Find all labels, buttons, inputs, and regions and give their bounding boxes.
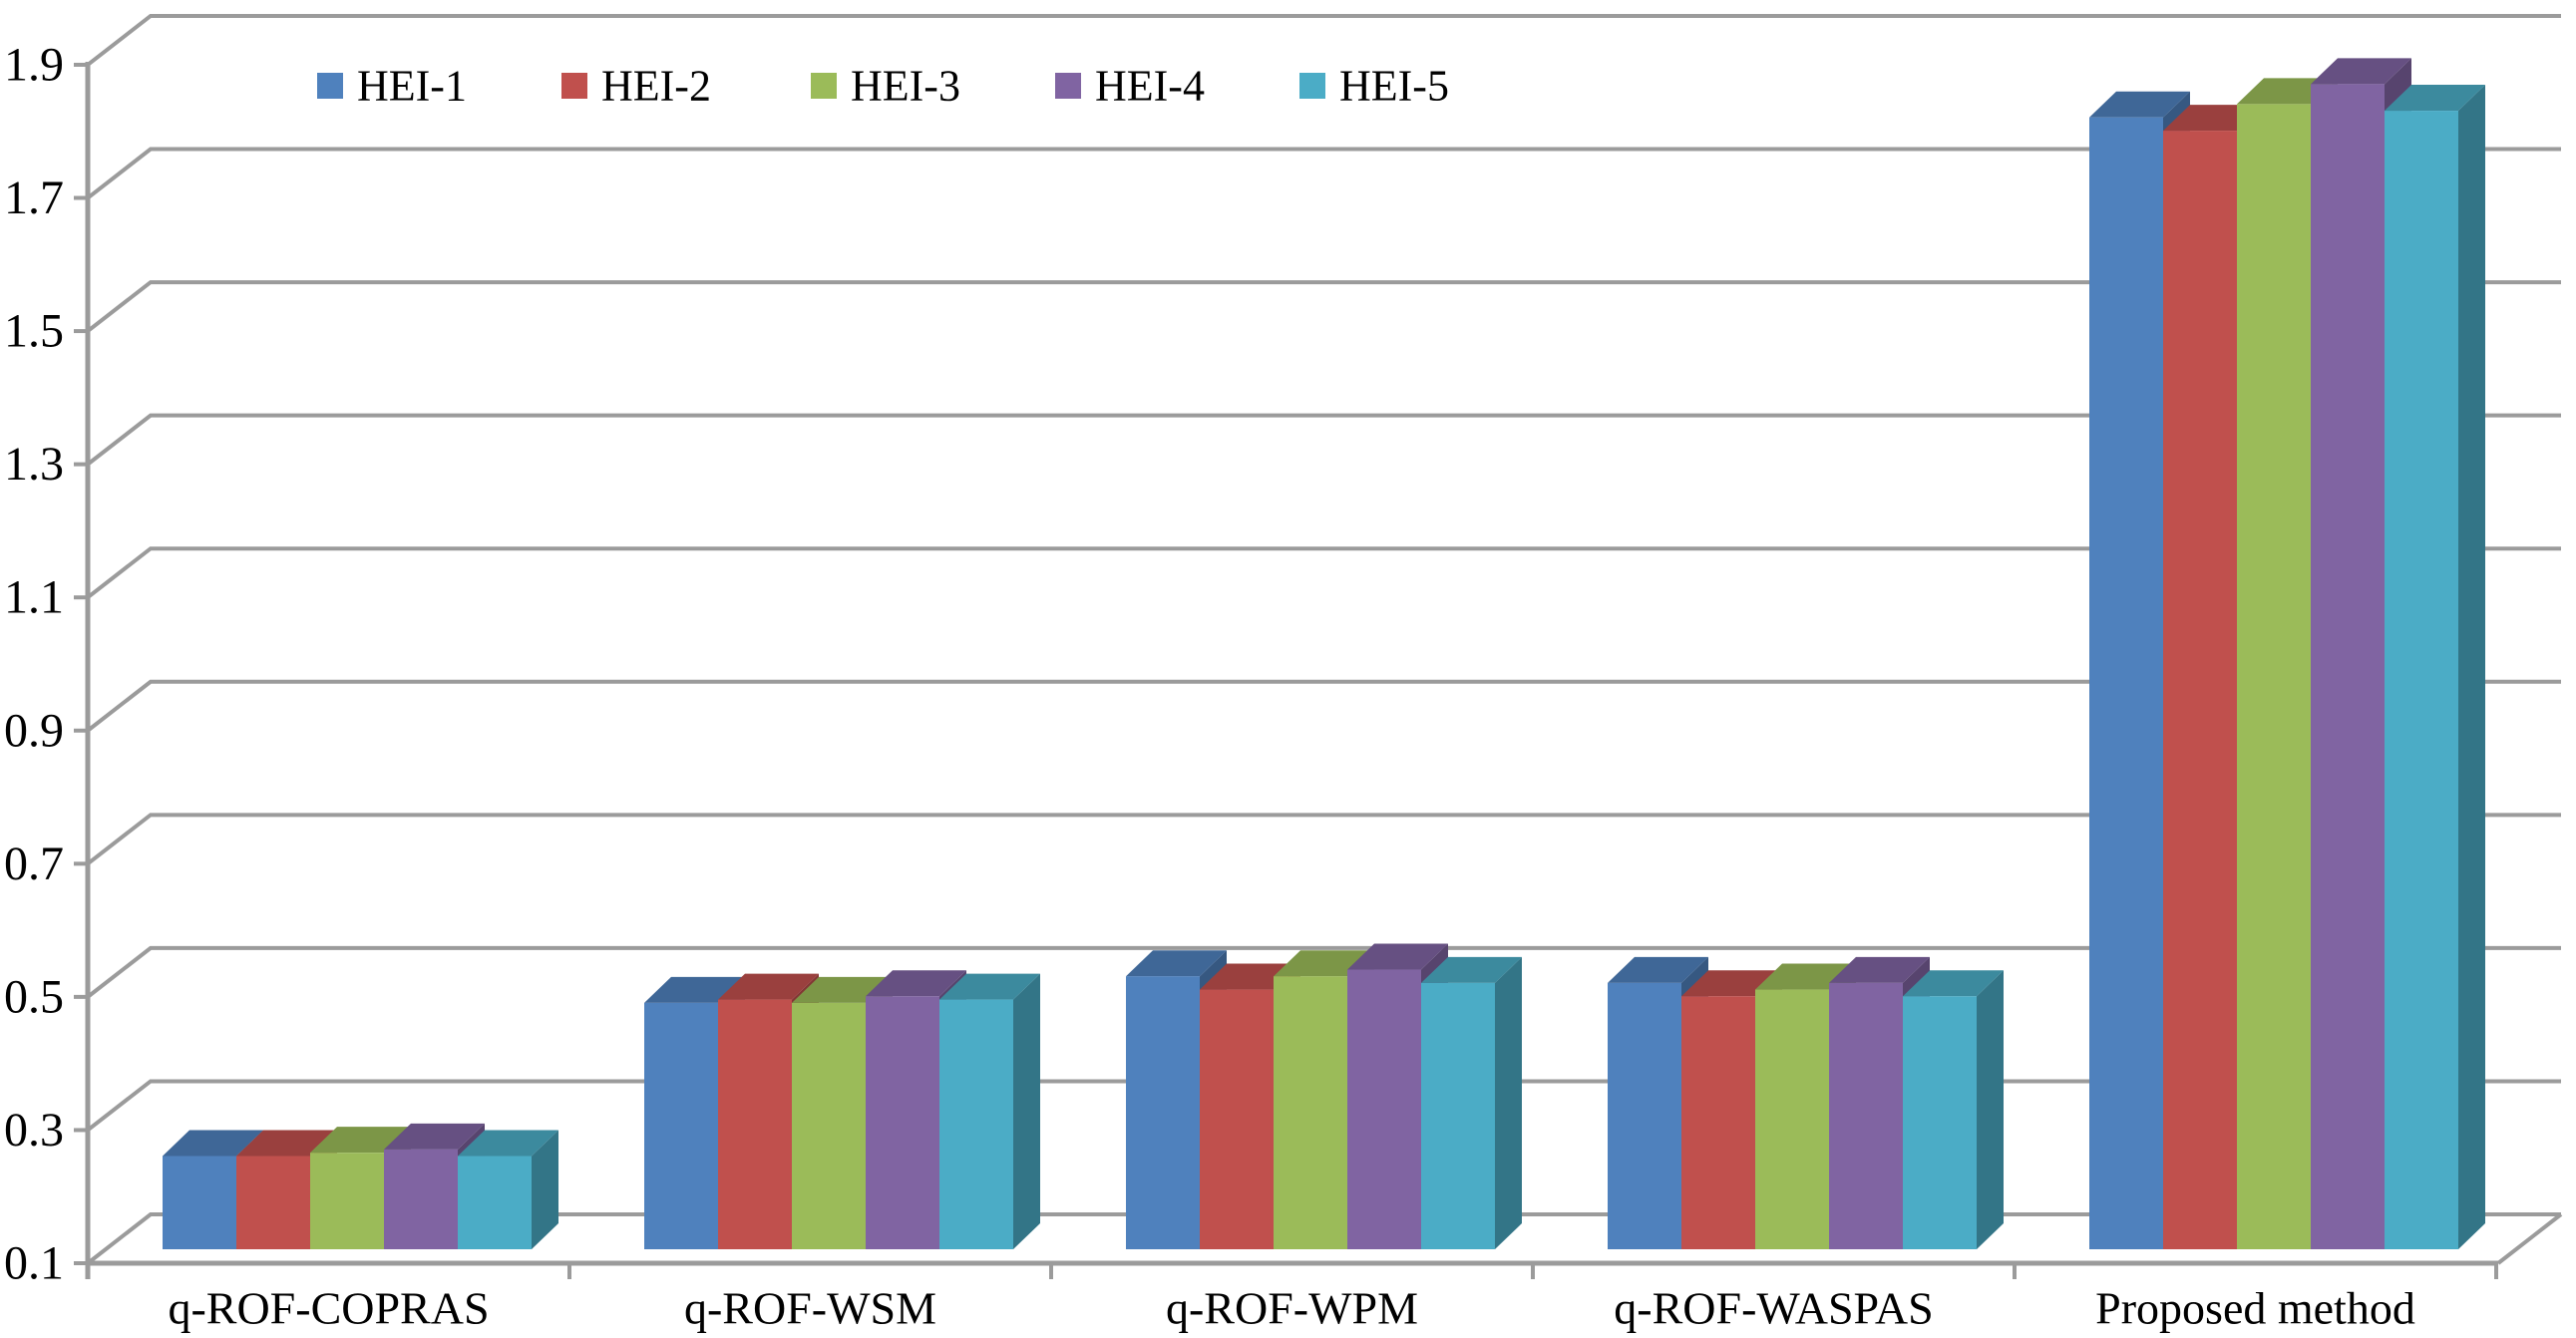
bar-HEI-5-q-ROF-WSM [939,999,1013,1249]
bar-HEI-2-q-ROF-WSM [718,999,792,1249]
bar-HEI-4-q-ROF-WPM [1347,969,1421,1249]
x-category-label: q-ROF-WPM [1166,1283,1418,1334]
y-tick-label: 0.7 [4,837,64,890]
bar-HEI-5-q-ROF-COPRAS-top [458,1130,558,1157]
floor-right-edge [2496,1212,2563,1265]
bar-HEI-4-q-ROF-WSM-top [866,970,966,997]
bar-HEI-5-q-ROF-WSM-side [1013,973,1040,1249]
y-tick-label: 0.1 [4,1237,64,1290]
bar-HEI-5-q-ROF-WPM-top [1421,956,1522,983]
legend-label: HEI-2 [601,62,711,111]
y-tick-label: 0.5 [4,970,64,1023]
gridline [86,813,2561,865]
gridline [86,945,2561,999]
bar-HEI-1-q-ROF-WASPAS [1608,982,1681,1249]
bar-HEI-3-q-ROF-COPRAS-top [310,1127,411,1154]
bar-HEI-4-Proposed method-top [2311,58,2411,85]
legend-swatch-HEI-5 [1299,73,1325,99]
bar-HEI-1-q-ROF-WSM [644,1002,718,1249]
bar-HEI-5-q-ROF-WPM-side [1495,956,1522,1249]
gridline [86,679,2561,733]
y-tick-label: 1.7 [4,171,64,224]
bar-HEI-1-q-ROF-WPM [1126,976,1200,1249]
bar-HEI-3-q-ROF-WSM [792,1002,866,1249]
bar-HEI-5-Proposed method-side [2458,85,2485,1249]
bar-HEI-1-q-ROF-WSM-top [644,976,745,1003]
y-tick-label: 0.9 [4,704,64,757]
legend-label: HEI-4 [1095,62,1205,111]
bar-HEI-4-q-ROF-WASPAS-top [1829,956,1930,983]
bar-HEI-2-q-ROF-COPRAS-top [236,1130,337,1157]
bar-HEI-5-q-ROF-WPM [1421,982,1495,1249]
gridline [86,13,2561,67]
bar-HEI-2-q-ROF-WSM-top [718,973,819,1000]
bar-HEI-5-q-ROF-WSM-top [939,973,1040,1000]
legend-swatch-HEI-1 [317,73,343,99]
gridline [86,147,2561,200]
bar-HEI-1-q-ROF-COPRAS-top [163,1130,263,1157]
bar-HEI-4-q-ROF-COPRAS [384,1149,458,1249]
bar-HEI-3-q-ROF-WPM [1274,976,1347,1249]
bar-HEI-5-q-ROF-WASPAS-side [1977,970,2004,1249]
legend-swatch-HEI-4 [1055,73,1081,99]
x-category-label: q-ROF-WASPAS [1614,1283,1933,1334]
gridline [86,546,2561,599]
bar-HEI-1-Proposed method-top [2089,91,2190,118]
bar-HEI-1-q-ROF-WASPAS-top [1608,956,1708,983]
bar-HEI-1-q-ROF-COPRAS [163,1156,236,1249]
y-tick-label: 1.9 [4,38,64,91]
bar-HEI-1-Proposed method [2089,117,2163,1250]
legend-label: HEI-5 [1339,62,1449,111]
bar-HEI-5-Proposed method [2385,111,2458,1249]
bar-HEI-4-q-ROF-WASPAS [1829,982,1903,1249]
x-category-label: Proposed method [2095,1283,2415,1334]
y-tick-label: 1.3 [4,438,64,491]
bar-HEI-5-q-ROF-COPRAS [458,1156,532,1249]
bar-HEI-5-q-ROF-WASPAS [1903,996,1977,1249]
bar-HEI-5-Proposed method-top [2385,85,2485,112]
y-tick-label: 1.5 [4,305,64,358]
legend-label: HEI-1 [357,62,467,111]
bar-HEI-3-q-ROF-WASPAS [1755,989,1829,1249]
bar-HEI-3-q-ROF-COPRAS [310,1153,384,1249]
y-tick-label: 0.3 [4,1104,64,1157]
bar-HEI-2-Proposed method [2163,131,2237,1250]
gridline [86,413,2561,467]
legend-swatch-HEI-2 [561,73,587,99]
bar-HEI-4-q-ROF-COPRAS-top [384,1123,485,1150]
bar-HEI-4-q-ROF-WPM-top [1347,943,1448,970]
x-category-label: q-ROF-WSM [684,1283,936,1334]
x-category-label: q-ROF-COPRAS [168,1283,489,1334]
bar-HEI-1-q-ROF-WPM-top [1126,950,1227,977]
y-tick-label: 1.1 [4,571,64,624]
bar-HEI-5-q-ROF-WASPAS-top [1903,970,2004,997]
bar-HEI-4-q-ROF-WSM [866,996,939,1249]
bar-HEI-3-Proposed method [2237,104,2311,1249]
bar-HEI-4-Proposed method [2311,84,2385,1250]
bar-HEI-2-q-ROF-WPM [1200,989,1274,1249]
gridline [86,280,2561,333]
bar-HEI-2-q-ROF-WASPAS [1681,996,1755,1249]
legend-label: HEI-3 [851,62,960,111]
bar-HEI-2-q-ROF-COPRAS [236,1156,310,1249]
bar-HEI-5-q-ROF-COPRAS-side [532,1130,558,1249]
legend-swatch-HEI-3 [811,73,837,99]
